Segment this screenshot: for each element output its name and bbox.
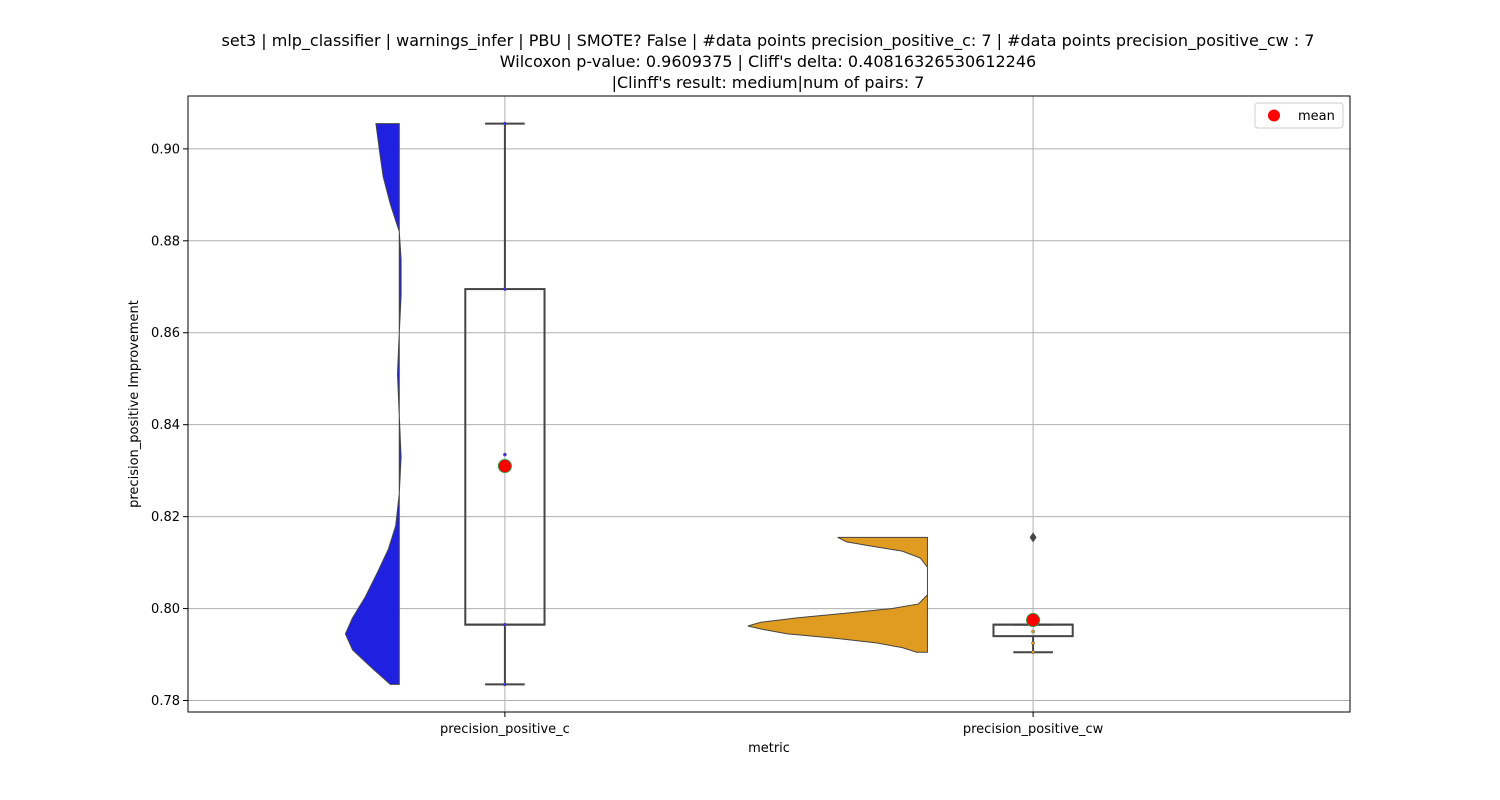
data-points [503,121,1035,687]
legend-mean-marker [1268,109,1280,122]
violins [344,123,928,685]
y-tick-label-2: 0.82 [151,510,180,525]
legend-mean-label: mean [1298,109,1335,124]
y-tick-label-0: 0.78 [151,694,180,709]
point-precision_positive_c-1 [503,622,507,627]
plot-area-frame [187,95,1351,713]
y-tick-label-3: 0.84 [151,418,180,433]
point-precision_positive_cw-1 [1031,641,1035,645]
x-axis-label: metric [748,741,790,756]
mean-markers [497,459,1041,628]
mean-marker-precision_positive_cw [1026,613,1041,628]
point-precision_positive_c-2 [503,452,507,457]
chart-title: set3 | mlp_classifier | warnings_infer |… [222,31,1315,92]
boxplots [464,122,1074,686]
outlier-precision_positive_cw-0 [1029,532,1037,543]
y-tick-label-1: 0.80 [151,602,180,617]
legend: mean [1254,102,1344,129]
title-line-3: |Clinff's result: medium|num of pairs: 7 [612,73,925,92]
point-precision_positive_cw-2 [1031,629,1035,634]
violin-precision_positive_cw [747,536,928,653]
legend-box [1254,102,1344,129]
point-precision_positive_c-0 [503,682,507,687]
y-axis-label: precision_positive Improvement [127,300,142,508]
y-tick-label-6: 0.90 [151,142,180,157]
x-tick-label-1: precision_positive_cw [963,722,1104,737]
y-tick-label-5: 0.88 [151,234,180,249]
y-tick-label-4: 0.86 [151,326,180,341]
title-line-1: set3 | mlp_classifier | warnings_infer |… [222,31,1315,51]
violin-precision_positive_c [344,123,402,685]
x-tick-label-0: precision_positive_c [440,722,570,737]
point-precision_positive_cw-0 [1031,650,1035,655]
mean-marker-precision_positive_c [497,459,512,474]
x-axis-ticks: precision_positive_c precision_positive_c… [440,712,1104,737]
point-precision_positive_c-4 [503,121,507,126]
y-axis-ticks: 0.78 0.80 0.82 0.84 0.86 0.88 0.90 [151,142,188,709]
point-precision_positive_c-3 [503,287,507,291]
title-line-2: Wilcoxon p-value: 0.9609375 | Cliff's de… [500,52,1036,71]
